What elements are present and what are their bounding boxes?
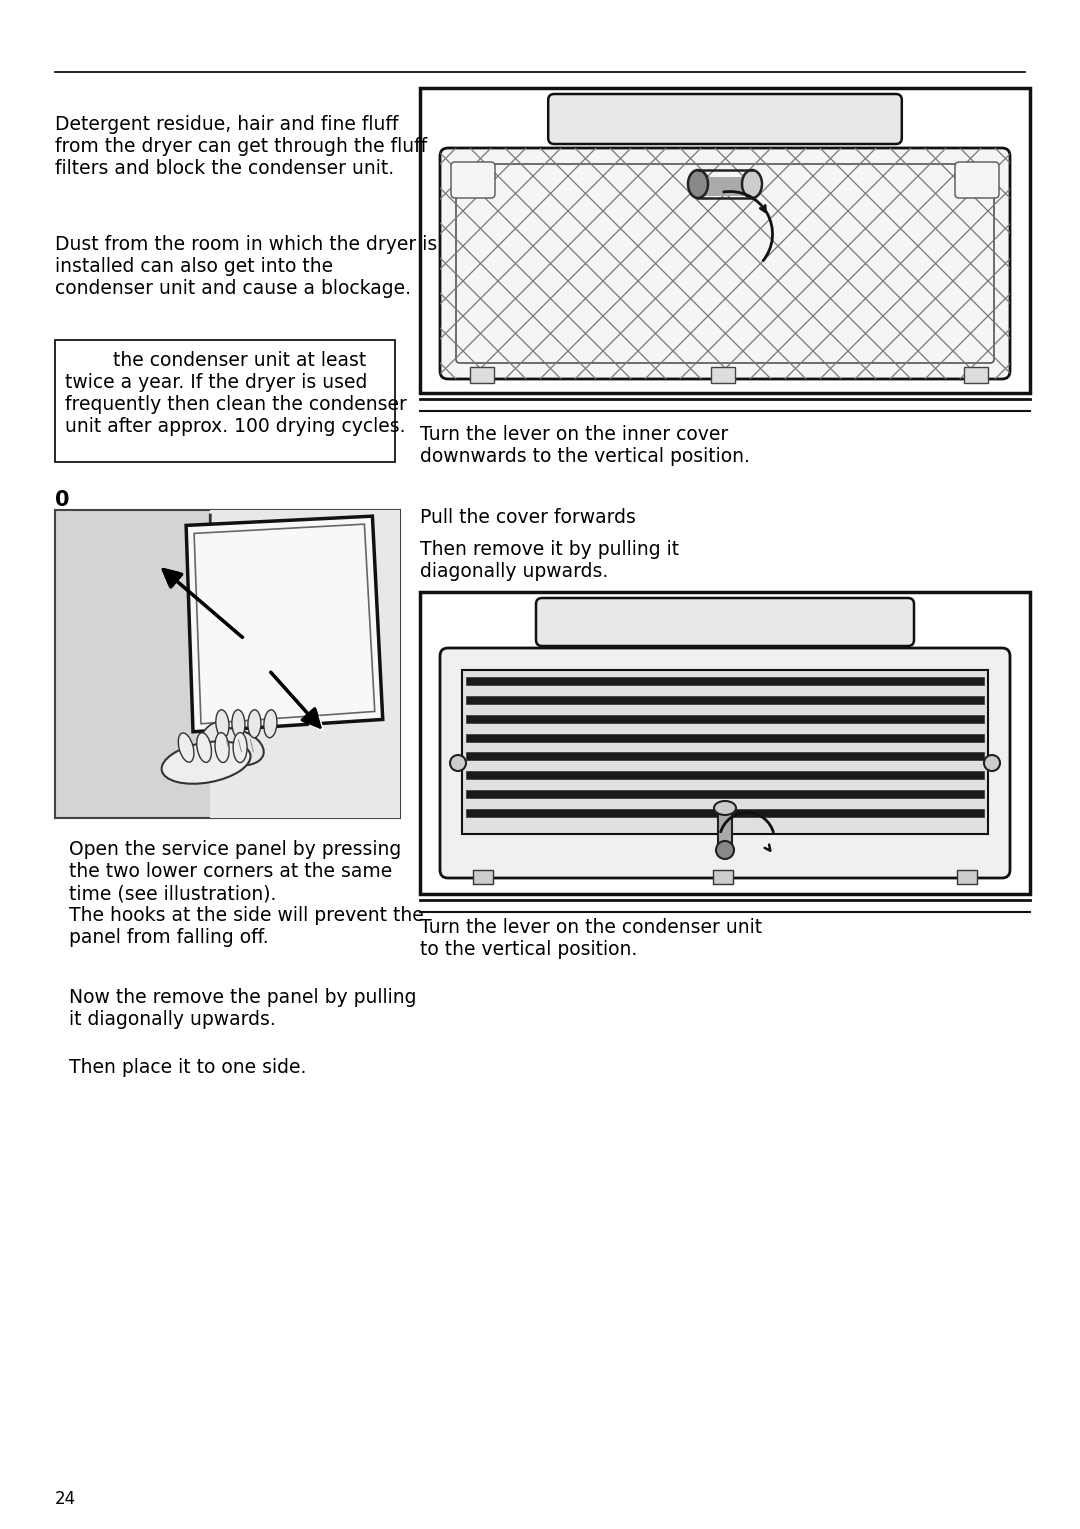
Text: Now the remove the panel by pulling
it diagonally upwards.: Now the remove the panel by pulling it d…	[69, 988, 417, 1029]
Bar	[465, 734, 984, 742]
Bar	[473, 870, 492, 884]
Bar	[465, 771, 984, 780]
Text: the condenser unit at least
twice a year. If the dryer is used
frequently then c: the condenser unit at least twice a year…	[65, 352, 407, 436]
Text: Open the service panel by pressing
the two lower corners at the same
time (see i: Open the service panel by pressing the t…	[69, 839, 423, 946]
Ellipse shape	[232, 709, 245, 739]
Circle shape	[716, 841, 734, 859]
Circle shape	[450, 755, 465, 771]
Bar	[964, 367, 988, 382]
Bar	[465, 696, 984, 703]
Ellipse shape	[162, 742, 251, 784]
Text: Pull the cover forwards: Pull the cover forwards	[420, 508, 636, 528]
Bar	[462, 670, 988, 833]
Ellipse shape	[248, 709, 261, 739]
Bar	[718, 807, 732, 850]
Bar	[420, 89, 1030, 393]
Bar	[465, 714, 984, 723]
Text: 0: 0	[55, 489, 69, 511]
Bar	[465, 677, 984, 685]
Bar	[465, 790, 984, 798]
Bar	[470, 367, 494, 382]
Ellipse shape	[742, 170, 762, 197]
FancyBboxPatch shape	[536, 598, 914, 645]
Text: Then place it to one side.: Then place it to one side.	[69, 1058, 307, 1076]
Ellipse shape	[714, 801, 735, 815]
FancyBboxPatch shape	[549, 93, 902, 144]
Ellipse shape	[264, 709, 276, 737]
Bar	[55, 511, 400, 818]
Bar	[698, 177, 753, 196]
Bar	[711, 367, 735, 382]
Ellipse shape	[216, 709, 229, 737]
Circle shape	[984, 755, 1000, 771]
Text: Turn the lever on the condenser unit
to the vertical position.: Turn the lever on the condenser unit to …	[420, 917, 762, 959]
Bar	[957, 870, 977, 884]
Ellipse shape	[200, 723, 225, 751]
Ellipse shape	[688, 170, 708, 197]
Text: Then remove it by pulling it
diagonally upwards.: Then remove it by pulling it diagonally …	[420, 540, 679, 581]
Bar	[713, 870, 733, 884]
FancyBboxPatch shape	[440, 648, 1010, 878]
Bar	[465, 752, 984, 760]
Bar	[211, 511, 400, 818]
Ellipse shape	[233, 732, 247, 763]
Text: 24: 24	[55, 1489, 76, 1508]
Bar	[465, 809, 984, 816]
Ellipse shape	[205, 728, 264, 766]
Text: Turn the lever on the inner cover
downwards to the vertical position.: Turn the lever on the inner cover downwa…	[420, 425, 750, 466]
FancyBboxPatch shape	[451, 162, 495, 197]
FancyBboxPatch shape	[955, 162, 999, 197]
Text: Dust from the room in which the dryer is
installed can also get into the
condens: Dust from the room in which the dryer is…	[55, 235, 437, 298]
Ellipse shape	[215, 732, 229, 763]
Bar	[55, 339, 395, 462]
Polygon shape	[186, 517, 382, 732]
Text: Detergent residue, hair and fine fluff
from the dryer can get through the fluff
: Detergent residue, hair and fine fluff f…	[55, 115, 427, 177]
FancyBboxPatch shape	[440, 148, 1010, 379]
Bar	[420, 592, 1030, 894]
Ellipse shape	[197, 732, 212, 763]
Ellipse shape	[178, 732, 194, 761]
